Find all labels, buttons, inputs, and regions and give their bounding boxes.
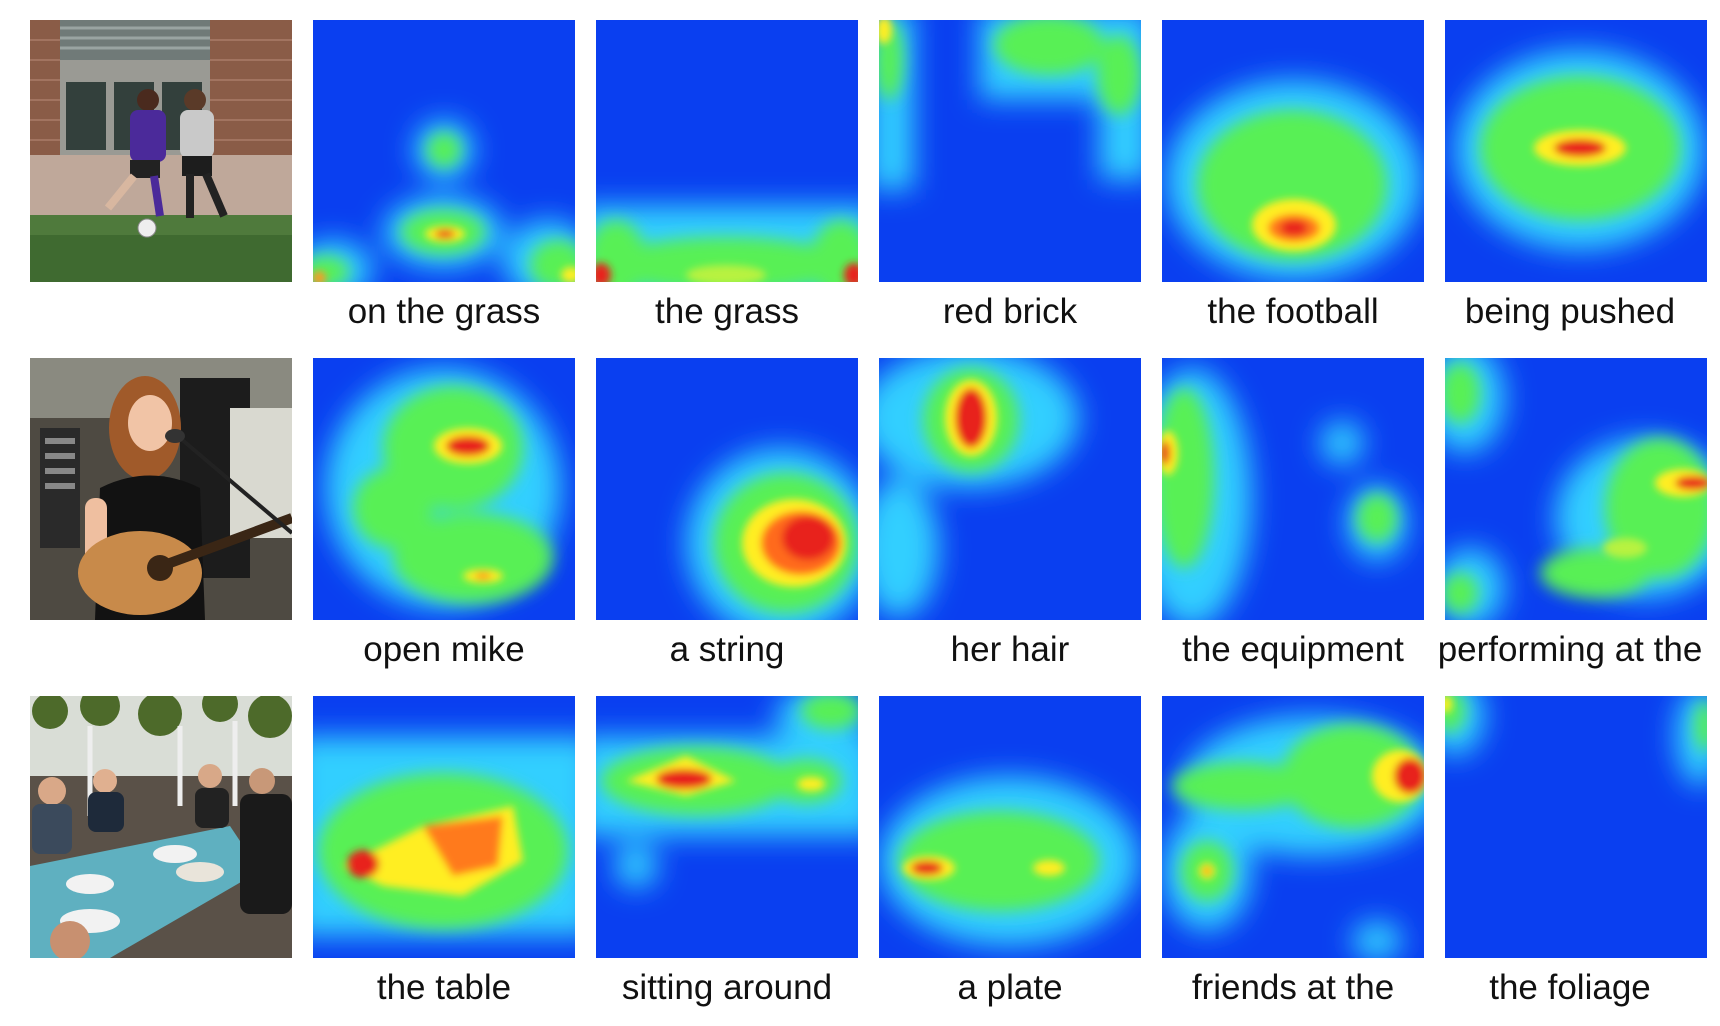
attention-heatmap xyxy=(879,20,1141,282)
attention-heatmap xyxy=(1445,696,1707,958)
attention-heatmap xyxy=(596,20,858,282)
figure-row-singer: open mike a string xyxy=(0,358,1720,688)
attention-heatmap xyxy=(313,358,575,620)
attention-cell: red brick xyxy=(879,20,1141,331)
attention-heatmap xyxy=(879,696,1141,958)
phrase-caption: being pushed xyxy=(1464,292,1676,331)
attention-cell: a string xyxy=(596,358,858,669)
attention-heatmap xyxy=(1445,358,1707,620)
attention-heatmap xyxy=(313,20,575,282)
phrase-caption: the table xyxy=(376,968,512,1007)
attention-cell: the football xyxy=(1162,20,1424,331)
figure-row-soccer: on the grass the grass xyxy=(0,20,1720,350)
figure-row-dining: the table xyxy=(0,696,1720,1026)
attention-cell: performing at the xyxy=(1438,358,1707,669)
attention-cell: a plate xyxy=(879,696,1141,1007)
phrase-caption: open mike xyxy=(363,630,525,669)
phrase-caption: the equipment xyxy=(1182,630,1404,669)
phrase-caption: red brick xyxy=(942,292,1078,331)
attention-cell: the equipment xyxy=(1162,358,1424,669)
phrase-caption: sitting around xyxy=(621,968,833,1007)
phrase-caption: performing at the xyxy=(1437,630,1703,669)
phrase-caption: friends at the xyxy=(1191,968,1395,1007)
phrase-caption: the foliage xyxy=(1489,968,1651,1007)
friends-dining-photo xyxy=(30,696,292,958)
attention-cell: open mike xyxy=(313,358,575,669)
attention-cell: the foliage xyxy=(1445,696,1707,1007)
attention-cell: the table xyxy=(313,696,575,1007)
attention-cell: the grass xyxy=(596,20,858,331)
phrase-caption: the football xyxy=(1207,292,1379,331)
attention-cell: on the grass xyxy=(313,20,575,331)
attention-cell: sitting around xyxy=(596,696,858,1007)
phrase-caption: a plate xyxy=(957,968,1063,1007)
attention-cell: being pushed xyxy=(1445,20,1707,331)
attention-cell: friends at the xyxy=(1162,696,1424,1007)
attention-heatmap xyxy=(596,358,858,620)
phrase-caption: the grass xyxy=(655,292,799,331)
attention-heatmap xyxy=(313,696,575,958)
attention-heatmap xyxy=(1162,20,1424,282)
attention-heatmap xyxy=(596,696,858,958)
attention-cell: her hair xyxy=(879,358,1141,669)
woman-guitar-photo xyxy=(30,358,292,620)
soccer-players-photo xyxy=(30,20,292,282)
phrase-caption: a string xyxy=(669,630,785,669)
attention-heatmap xyxy=(1162,358,1424,620)
attention-heatmap xyxy=(879,358,1141,620)
attention-heatmap xyxy=(1162,696,1424,958)
attention-heatmap xyxy=(1445,20,1707,282)
phrase-caption: her hair xyxy=(950,630,1070,669)
phrase-caption: on the grass xyxy=(347,292,541,331)
